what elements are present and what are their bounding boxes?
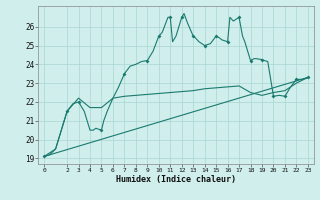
X-axis label: Humidex (Indice chaleur): Humidex (Indice chaleur) <box>116 175 236 184</box>
